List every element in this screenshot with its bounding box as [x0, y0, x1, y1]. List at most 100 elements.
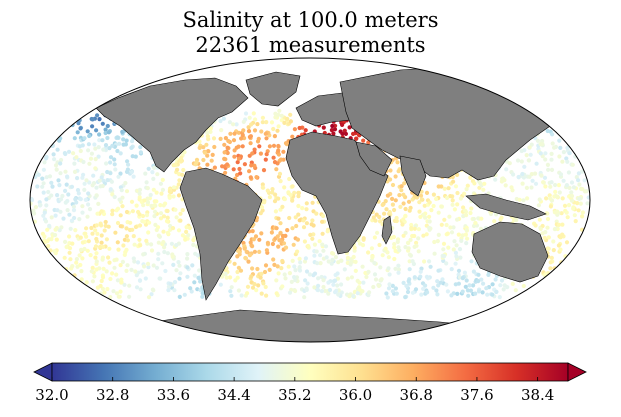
- measurement-point: [249, 122, 254, 127]
- measurement-point: [520, 171, 525, 177]
- measurement-point: [558, 235, 563, 240]
- measurement-point: [110, 208, 115, 213]
- measurement-point: [90, 117, 95, 122]
- measurement-point: [257, 237, 262, 242]
- measurement-point: [133, 154, 138, 159]
- measurement-point: [396, 169, 401, 174]
- measurement-point: [321, 278, 326, 283]
- measurement-point: [241, 119, 246, 124]
- measurement-point: [431, 192, 436, 197]
- measurement-point: [513, 288, 518, 293]
- measurement-point: [68, 257, 73, 262]
- measurement-point: [290, 198, 295, 203]
- measurement-point: [263, 284, 268, 290]
- measurement-point: [551, 248, 556, 253]
- measurement-point: [57, 183, 62, 188]
- measurement-point: [144, 238, 149, 243]
- measurement-point: [304, 207, 309, 212]
- measurement-point: [89, 225, 94, 231]
- measurement-point: [392, 245, 397, 250]
- measurement-point: [153, 222, 158, 227]
- measurement-point: [95, 231, 100, 236]
- measurement-point: [367, 290, 372, 295]
- measurement-point: [160, 187, 165, 192]
- measurement-point: [533, 171, 538, 176]
- measurement-point: [458, 196, 463, 201]
- measurement-point: [278, 221, 283, 226]
- measurement-point: [176, 193, 182, 198]
- measurement-point: [406, 199, 412, 204]
- measurement-point: [318, 261, 323, 266]
- measurement-point: [485, 292, 490, 297]
- measurement-point: [577, 196, 582, 201]
- measurement-point: [161, 240, 166, 245]
- measurement-point: [270, 190, 275, 195]
- measurement-point: [113, 230, 118, 235]
- measurement-point: [560, 159, 565, 164]
- measurement-point: [55, 208, 60, 213]
- measurement-point: [292, 275, 297, 280]
- measurement-point: [580, 187, 585, 192]
- measurement-point: [285, 116, 290, 121]
- measurement-point: [331, 251, 336, 256]
- measurement-point: [252, 163, 257, 168]
- measurement-point: [67, 212, 72, 217]
- measurement-point: [74, 257, 79, 262]
- measurement-point: [118, 263, 123, 268]
- measurement-point: [458, 255, 463, 260]
- measurement-point: [100, 121, 105, 126]
- measurement-point: [419, 197, 424, 202]
- measurement-point: [125, 238, 130, 243]
- measurement-point: [330, 257, 335, 262]
- measurement-point: [290, 184, 295, 189]
- measurement-point: [260, 182, 265, 187]
- measurement-point: [455, 217, 460, 222]
- measurement-point: [42, 234, 47, 239]
- measurement-point: [419, 266, 424, 271]
- measurement-point: [236, 144, 241, 149]
- measurement-point: [312, 285, 317, 290]
- measurement-point: [565, 159, 570, 164]
- measurement-point: [259, 271, 264, 276]
- measurement-point: [252, 249, 257, 254]
- measurement-point: [137, 212, 142, 217]
- measurement-point: [556, 243, 562, 248]
- measurement-point: [83, 197, 88, 202]
- measurement-point: [529, 185, 534, 190]
- measurement-point: [429, 208, 434, 213]
- measurement-point: [345, 255, 350, 260]
- measurement-point: [121, 142, 126, 147]
- measurement-point: [151, 263, 156, 268]
- measurement-point: [387, 282, 392, 287]
- measurement-point: [380, 202, 385, 207]
- measurement-point: [371, 284, 376, 290]
- measurement-point: [451, 179, 456, 184]
- measurement-point: [327, 287, 333, 293]
- measurement-point: [182, 292, 187, 297]
- measurement-point: [165, 230, 170, 235]
- measurement-point: [585, 201, 590, 206]
- measurement-point: [85, 129, 90, 134]
- measurement-point: [141, 203, 146, 208]
- measurement-point: [446, 186, 451, 191]
- land-madagascar: [381, 215, 393, 245]
- measurement-point: [396, 263, 401, 268]
- measurement-point: [564, 210, 569, 215]
- measurement-point: [453, 184, 459, 189]
- measurement-point: [245, 291, 250, 296]
- measurement-point: [467, 283, 472, 288]
- measurement-point: [324, 255, 329, 260]
- measurement-point: [152, 214, 157, 219]
- measurement-point: [550, 141, 555, 146]
- measurement-point: [102, 228, 107, 233]
- measurement-point: [412, 275, 417, 280]
- measurement-point: [377, 242, 382, 248]
- measurement-point: [478, 226, 483, 231]
- measurement-point: [454, 243, 459, 248]
- measurement-point: [227, 120, 232, 125]
- measurement-point: [304, 287, 309, 292]
- measurement-point: [546, 246, 551, 251]
- measurement-point: [94, 128, 99, 133]
- measurement-point: [395, 160, 400, 165]
- measurement-point: [255, 122, 260, 127]
